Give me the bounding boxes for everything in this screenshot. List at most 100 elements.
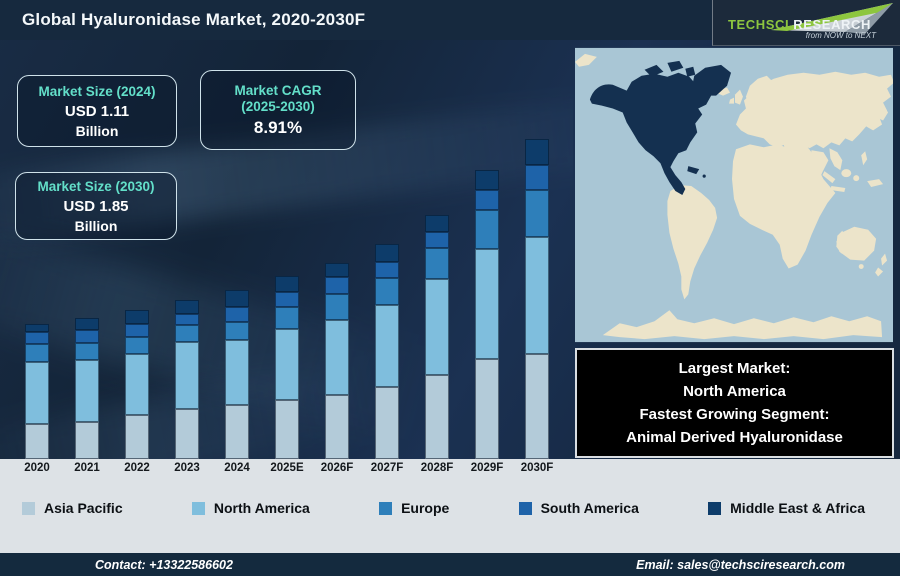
chart-panel: Market Size (2024) USD 1.11 Billion Mark… [0, 40, 573, 459]
page-title: Global Hyaluronidase Market, 2020-2030F [22, 10, 366, 29]
x-axis-label-2022: 2022 [124, 462, 150, 474]
bar-segment-north-america [275, 329, 299, 400]
bar-2029f [475, 170, 499, 459]
x-axis-label-2021: 2021 [74, 462, 100, 474]
bar-segment-north-america [525, 237, 549, 354]
bar-segment-asia-pacific [275, 400, 299, 459]
bar-segment-south-america [275, 292, 299, 307]
legend-label: North America [213, 500, 310, 516]
infobox-unit: Billion [75, 122, 119, 139]
highlight-box: Largest Market: North America Fastest Gr… [575, 348, 894, 458]
legend-swatch-icon [379, 501, 393, 515]
bar-segment-south-america [475, 190, 499, 210]
bar-segment-north-america [425, 279, 449, 375]
bar-segment-north-america [375, 305, 399, 387]
bar-segment-europe [225, 322, 249, 340]
bar-2020 [25, 324, 49, 459]
bottom-panel: 2020 2021 2022 2023 2024 2025E 2026F 2027F 2028F… [0, 459, 900, 553]
bar-segment-middle-east-africa [175, 300, 199, 314]
bar-segment-middle-east-africa [375, 244, 399, 262]
legend-label: South America [540, 500, 639, 516]
bar-segment-asia-pacific [425, 375, 449, 459]
bar-segment-north-america [325, 320, 349, 395]
footer-email: Email: sales@techsciresearch.com [636, 557, 845, 572]
bar-segment-north-america [25, 362, 49, 424]
bar-segment-europe [475, 210, 499, 249]
bar-2026f [325, 263, 349, 459]
bar-segment-middle-east-africa [475, 170, 499, 190]
bar-segment-asia-pacific [25, 424, 49, 459]
bar-segment-europe [25, 344, 49, 362]
infobox-market-size-2024: Market Size (2024) USD 1.11 Billion [17, 75, 177, 147]
infobox-value: USD 1.11 [64, 102, 130, 120]
bar-segment-south-america [325, 277, 349, 294]
bar-segment-north-america [475, 249, 499, 359]
infobox-value: USD 1.85 [63, 197, 129, 215]
bar-2023 [175, 300, 199, 459]
x-axis-label-2029f: 2029F [470, 462, 504, 474]
bar-segment-asia-pacific [125, 415, 149, 459]
infobox-label: Market Size (2030) [37, 178, 155, 194]
legend-item-middle-east-africa: Middle East & Africa [708, 500, 865, 516]
logo-brand-techsci: TechSci [728, 17, 790, 32]
legend-item-north-america: North America [191, 500, 310, 516]
infobox-market-size-2030: Market Size (2030) USD 1.85 Billion [15, 172, 177, 240]
bar-segment-north-america [75, 360, 99, 422]
footer-contact: Contact: +13322586602 [95, 557, 233, 572]
bar-segment-south-america [75, 330, 99, 343]
bar-segment-asia-pacific [175, 409, 199, 459]
bar-segment-asia-pacific [325, 395, 349, 459]
footer-bar: Contact: +13322586602 Email: sales@techs… [0, 553, 900, 576]
logo-arrow-icon [771, 3, 893, 34]
bar-segment-asia-pacific [225, 405, 249, 459]
highlight-line: Animal Derived Hyaluronidase [626, 429, 843, 446]
bar-segment-asia-pacific [525, 354, 549, 459]
bar-2022 [125, 310, 149, 459]
bar-segment-south-america [25, 332, 49, 344]
bar-2030f [525, 139, 549, 459]
background-streak [0, 214, 434, 441]
infobox-market-cagr: Market CAGR (2025-2030) 8.91% [200, 70, 356, 150]
bar-segment-europe [425, 248, 449, 279]
x-axis-label-2027f: 2027F [370, 462, 404, 474]
legend-swatch-icon [708, 501, 722, 515]
bar-segment-europe [275, 307, 299, 329]
chart-legend: Asia Pacific North America Europe South Ame… [0, 500, 900, 516]
bar-2028f [425, 215, 449, 459]
highlight-line: Largest Market: [678, 360, 791, 377]
bar-segment-middle-east-africa [275, 276, 299, 292]
x-axis-label-2028f: 2028F [420, 462, 454, 474]
bar-segment-south-america [525, 165, 549, 190]
x-axis-label-2024: 2024 [224, 462, 250, 474]
map-panel [575, 47, 894, 343]
highlight-line: North America [683, 383, 786, 400]
bar-2021 [75, 318, 99, 459]
logo-brand: TechSci Research [728, 17, 871, 32]
legend-label: Europe [401, 500, 450, 516]
map-land [575, 53, 894, 340]
bar-segment-south-america [375, 262, 399, 278]
bar-segment-north-america [175, 342, 199, 409]
bar-segment-middle-east-africa [75, 318, 99, 330]
legend-label: Middle East & Africa [730, 500, 865, 516]
bar-segment-middle-east-africa [425, 215, 449, 232]
bar-segment-middle-east-africa [125, 310, 149, 324]
bar-segment-south-america [225, 307, 249, 322]
bar-segment-asia-pacific [475, 359, 499, 459]
infobox-label-line1: Market CAGR [234, 82, 322, 98]
bar-segment-middle-east-africa [25, 324, 49, 332]
infobox-label-line2: (2025-2030) [241, 98, 315, 114]
bar-segment-middle-east-africa [525, 139, 549, 165]
legend-label: Asia Pacific [44, 500, 123, 516]
infobox-value: 8.91% [253, 117, 303, 137]
bar-segment-europe [125, 337, 149, 354]
bar-segment-south-america [425, 232, 449, 248]
bar-segment-south-america [175, 314, 199, 325]
bar-segment-north-america [225, 340, 249, 405]
bar-segment-europe [325, 294, 349, 320]
legend-swatch-icon [22, 501, 35, 515]
bar-segment-north-america [125, 354, 149, 415]
bar-2025e [275, 276, 299, 459]
bar-segment-asia-pacific [375, 387, 399, 459]
